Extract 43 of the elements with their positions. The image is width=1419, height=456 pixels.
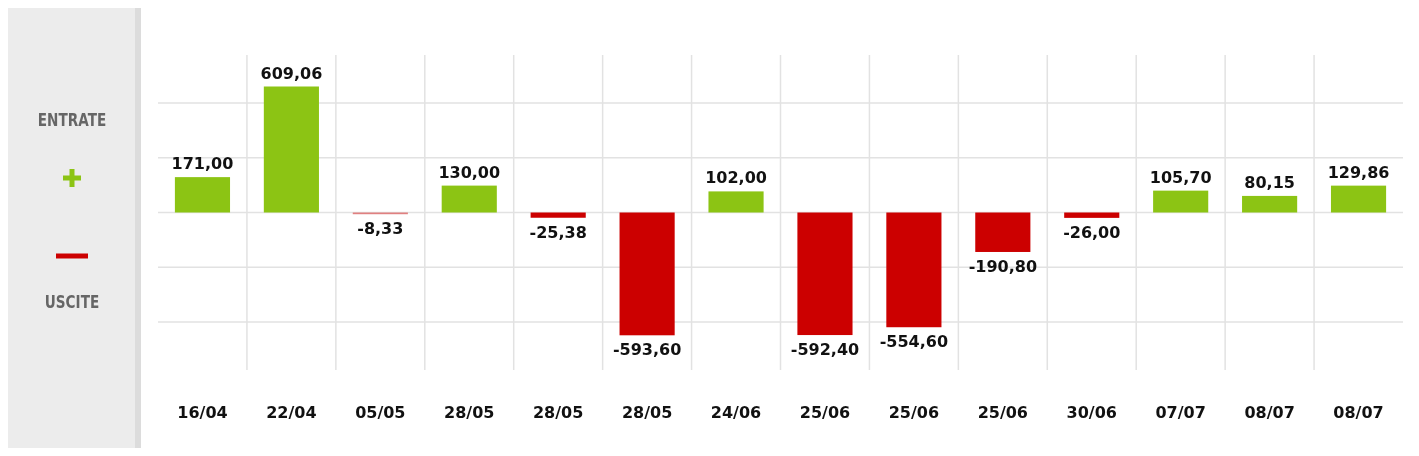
x-tick-label: 25/06 — [888, 403, 940, 422]
x-tick-label: 08/07 — [1244, 403, 1295, 422]
bar — [975, 212, 1031, 252]
data-label: 129,86 — [1327, 162, 1390, 182]
bar — [1330, 185, 1387, 213]
bar — [1064, 212, 1120, 218]
data-label: -26,00 — [1063, 222, 1121, 242]
bar — [441, 185, 497, 213]
bar — [1153, 190, 1209, 213]
x-tick-label: 05/05 — [355, 403, 406, 422]
x-tick-label: 28/05 — [621, 403, 673, 422]
x-tick-label: 28/05 — [444, 403, 495, 422]
data-label: 80,15 — [1244, 172, 1295, 192]
x-tick-label: 16/04 — [177, 403, 228, 422]
text: ENTRATE — [37, 109, 107, 131]
data-label: 609,06 — [260, 63, 323, 83]
bar — [1242, 195, 1298, 213]
x-tick-label: 25/06 — [977, 403, 1029, 422]
bar — [530, 212, 586, 218]
bar — [619, 212, 675, 336]
data-label: -25,38 — [529, 222, 587, 242]
x-tick-label: 07/07 — [1155, 403, 1206, 422]
bar — [174, 177, 231, 213]
data-label: 105,70 — [1149, 167, 1212, 187]
data-label: -190,80 — [968, 256, 1038, 276]
x-tick-label: 28/05 — [532, 403, 584, 422]
bar — [708, 191, 764, 213]
data-label: 130,00 — [438, 162, 501, 182]
data-label: 102,00 — [705, 168, 767, 188]
bar — [886, 212, 942, 328]
data-label: -592,40 — [790, 340, 860, 360]
text: USCITE — [44, 291, 100, 313]
data-label: -554,60 — [879, 332, 949, 352]
data-label: -8,33 — [357, 219, 404, 239]
x-tick-label: 30/06 — [1066, 403, 1117, 422]
data-label: 171,00 — [171, 154, 234, 174]
x-tick-label: 24/06 — [710, 403, 762, 422]
x-tick-label: 22/04 — [266, 403, 317, 422]
data-label: -593,60 — [612, 340, 682, 360]
bar — [797, 212, 853, 336]
x-tick-label: 08/07 — [1333, 403, 1384, 422]
x-tick-label: 25/06 — [799, 403, 851, 422]
bar — [263, 86, 319, 213]
